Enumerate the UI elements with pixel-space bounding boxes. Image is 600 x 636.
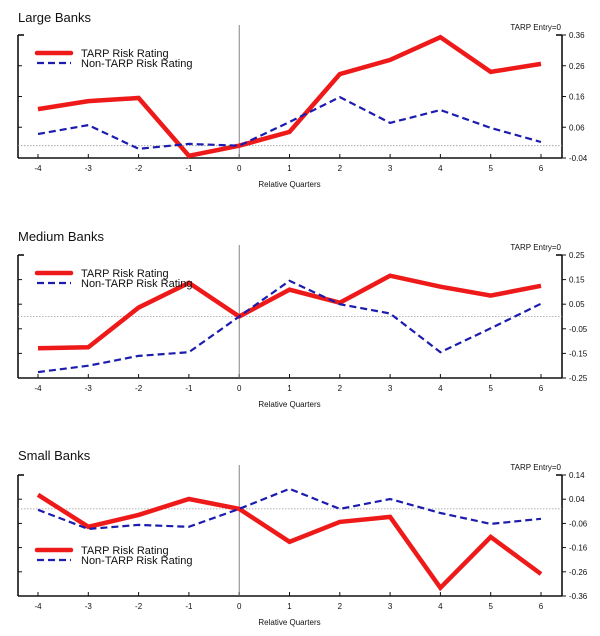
tarp-entry-annotation: TARP Entry=0	[510, 23, 561, 32]
y-tick-label: 0.25	[569, 251, 585, 260]
y-tick-label: 0.15	[569, 276, 585, 285]
x-tick-label: 2	[338, 384, 343, 393]
chart-panel-large-banks: Large Banks 0.36 0.26 0.16 0.06 -0.04 -4 -3 -2 -…	[0, 0, 600, 215]
x-tick-label: -3	[85, 164, 93, 173]
x-tick-label: 5	[488, 164, 493, 173]
x-tick-label: 2	[338, 602, 343, 611]
y-tick-label: 0.16	[569, 93, 585, 102]
x-tick-label: -2	[135, 602, 143, 611]
x-tick-label: 2	[338, 164, 343, 173]
x-tick-label: 1	[287, 164, 292, 173]
x-tick-label: 1	[287, 384, 292, 393]
x-tick-label: 6	[539, 384, 544, 393]
legend-label-non-tarp: Non-TARP Risk Rating	[81, 555, 192, 567]
chart-large-banks: 0.36 0.26 0.16 0.06 -0.04 -4 -3 -2 -1 0 1 2 3 4 5 6 Rela…	[17, 23, 588, 189]
x-tick-label: 5	[488, 602, 493, 611]
y-tick-label: -0.06	[569, 519, 588, 528]
x-tick-label: 0	[237, 164, 242, 173]
x-tick-label: -1	[185, 384, 193, 393]
x-tick-label: -4	[34, 384, 42, 393]
x-tick-label: 4	[438, 602, 443, 611]
x-tick-label: 5	[488, 384, 493, 393]
x-tick-label: 6	[539, 164, 544, 173]
x-tick-label: -4	[34, 602, 42, 611]
y-tick-label: 0.05	[569, 300, 585, 309]
x-tick-label: 3	[388, 164, 393, 173]
y-tick-label: -0.36	[569, 592, 588, 601]
chart-title: Medium Banks	[18, 229, 104, 244]
y-tick-label: -0.25	[569, 374, 588, 383]
x-tick-label: 1	[287, 602, 292, 611]
y-tick-label: 0.04	[569, 495, 585, 504]
x-tick-label: 3	[388, 602, 393, 611]
x-tick-label: -2	[135, 164, 143, 173]
x-axis-title: Relative Quarters	[258, 400, 320, 409]
chart-title: Large Banks	[18, 10, 91, 25]
x-axis-title: Relative Quarters	[258, 618, 320, 627]
y-tick-label: 0.14	[569, 471, 585, 480]
legend-label-non-tarp: Non-TARP Risk Rating	[81, 278, 192, 290]
x-tick-label: 4	[438, 164, 443, 173]
tarp-entry-annotation: TARP Entry=0	[510, 463, 561, 472]
legend-label-tarp: TARP Risk Rating	[81, 268, 169, 280]
y-tick-label: -0.16	[569, 544, 588, 553]
x-tick-label: 3	[388, 384, 393, 393]
legend-label-tarp: TARP Risk Rating	[81, 48, 169, 60]
x-tick-label: -3	[85, 602, 93, 611]
x-tick-label: 0	[237, 384, 242, 393]
series-line-tarp	[37, 34, 542, 159]
y-tick-label: -0.04	[569, 154, 588, 163]
legend-label-tarp: TARP Risk Rating	[81, 545, 169, 557]
y-tick-label: 0.36	[569, 31, 585, 40]
x-tick-label: -2	[135, 384, 143, 393]
x-tick-label: 0	[237, 602, 242, 611]
x-tick-label: -1	[185, 164, 193, 173]
x-tick-label: -3	[85, 384, 93, 393]
y-tick-label: 0.06	[569, 123, 585, 132]
x-tick-label: -1	[185, 602, 193, 611]
series-line-non-tarp	[37, 279, 542, 374]
x-axis-title: Relative Quarters	[258, 180, 320, 189]
series-line-tarp	[37, 273, 542, 351]
x-tick-label: 4	[438, 384, 443, 393]
y-tick-label: -0.15	[569, 349, 588, 358]
chart-title: Small Banks	[18, 448, 91, 463]
series-line-non-tarp	[37, 95, 542, 150]
y-tick-label: 0.26	[569, 62, 585, 71]
legend-label-non-tarp: Non-TARP Risk Rating	[81, 58, 192, 70]
y-tick-label: -0.26	[569, 568, 588, 577]
tarp-entry-annotation: TARP Entry=0	[510, 243, 561, 252]
x-tick-label: -4	[34, 164, 42, 173]
x-tick-label: 6	[539, 602, 544, 611]
y-tick-label: -0.05	[569, 325, 588, 334]
